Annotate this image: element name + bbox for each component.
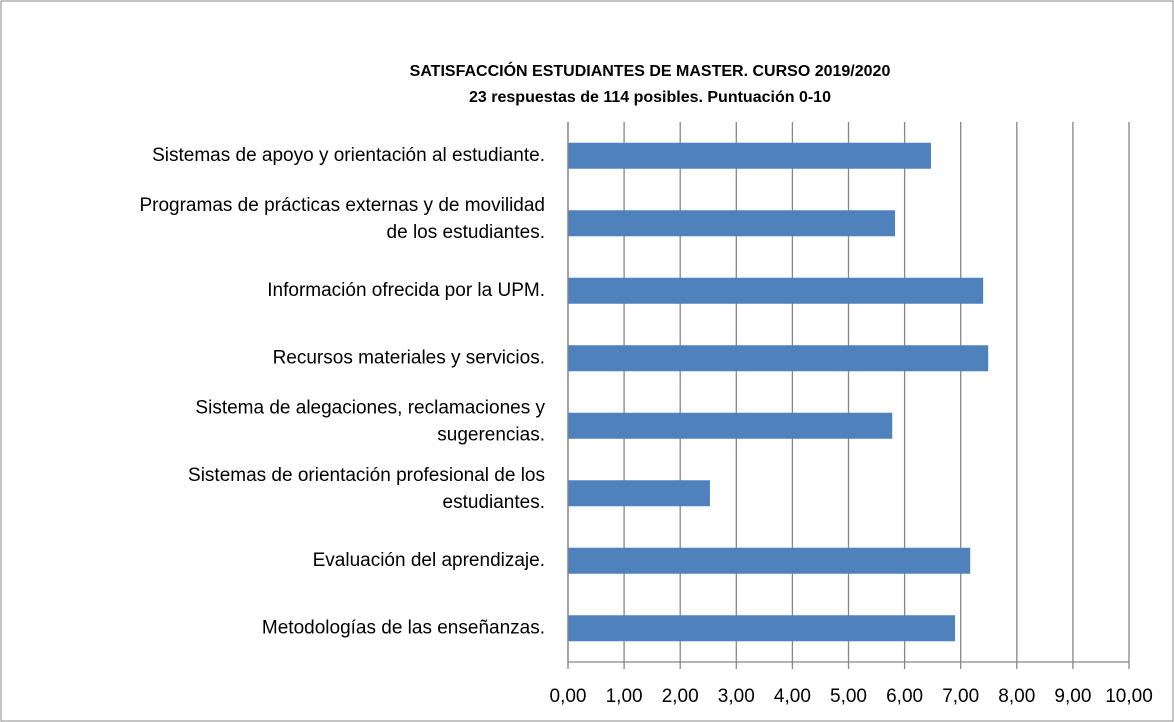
x-tick-label: 1,00: [606, 686, 643, 707]
x-tick-label: 10,00: [1105, 686, 1153, 707]
x-tick-label: 7,00: [942, 686, 979, 707]
bar: [568, 277, 984, 304]
y-tick-label: Sistemas de apoyo y orientación al estud…: [152, 145, 545, 166]
bar: [568, 345, 989, 372]
x-tick-label: 4,00: [774, 686, 811, 707]
bar: [568, 412, 893, 439]
x-tick-label: 3,00: [718, 686, 755, 707]
bar: [568, 142, 931, 169]
bar: [568, 210, 896, 237]
y-tick-label: Sistemas de orientación profesional de l…: [188, 465, 545, 513]
x-tick-label: 9,00: [1054, 686, 1091, 707]
x-tick-label: 0,00: [550, 686, 587, 707]
x-tick-label: 5,00: [830, 686, 867, 707]
y-tick-label: Metodologías de las enseñanzas.: [262, 617, 545, 638]
chart-title: SATISFACCIÓN ESTUDIANTES DE MASTER. CURS…: [410, 61, 891, 80]
bar: [568, 615, 956, 642]
y-tick-label: Programas de prácticas externas y de mov…: [139, 195, 545, 243]
y-tick-label: Evaluación del aprendizaje.: [313, 550, 545, 571]
x-tick-label: 2,00: [662, 686, 699, 707]
y-tick-label: Recursos materiales y servicios.: [273, 347, 545, 368]
x-tick-label: 8,00: [998, 686, 1035, 707]
y-tick-label: Información ofrecida por la UPM.: [267, 280, 545, 301]
bar: [568, 480, 710, 507]
bar: [568, 547, 971, 574]
chart-subtitle: 23 respuestas de 114 posibles. Puntuació…: [469, 89, 831, 106]
x-tick-label: 6,00: [886, 686, 923, 707]
